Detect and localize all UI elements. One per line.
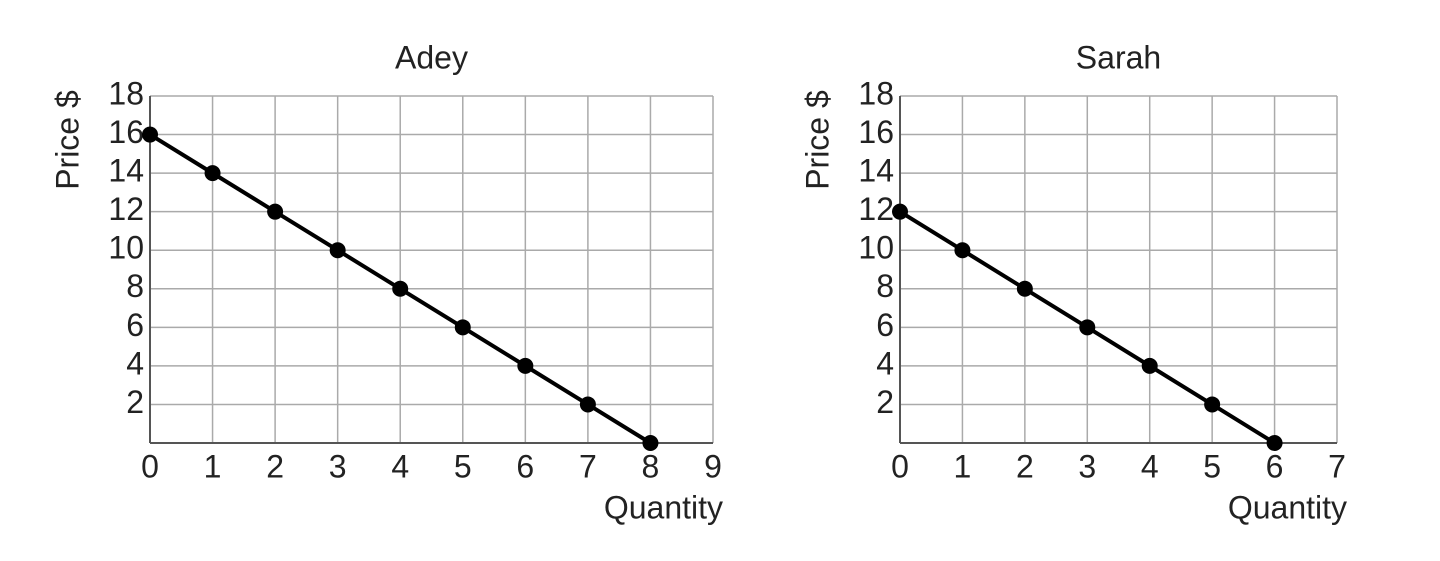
- point: [454, 319, 471, 336]
- point: [204, 165, 221, 182]
- y-tick-label: 14: [108, 153, 144, 189]
- y-tick-label: 2: [126, 384, 144, 420]
- y-axis-label: Price $: [49, 90, 85, 190]
- x-tick-label: 3: [329, 448, 347, 484]
- x-tick-label: 8: [642, 448, 660, 484]
- x-tick-label: 0: [141, 448, 159, 484]
- x-tick-label: 5: [1203, 448, 1221, 484]
- point: [1079, 319, 1096, 336]
- y-tick-label: 8: [126, 268, 144, 304]
- x-tick-label: 7: [1328, 448, 1346, 484]
- y-tick-label: 16: [108, 114, 144, 150]
- point: [1204, 396, 1221, 413]
- y-tick-label: 18: [858, 75, 894, 111]
- point: [517, 357, 534, 374]
- y-tick-label: 6: [126, 307, 144, 343]
- x-tick-label: 9: [704, 448, 722, 484]
- y-tick-label: 14: [858, 153, 894, 189]
- x-tick-label: 1: [954, 448, 972, 484]
- y-tick-label: 16: [858, 114, 894, 150]
- x-tick-label: 5: [454, 448, 472, 484]
- point: [892, 203, 908, 220]
- x-tick-label: 6: [516, 448, 534, 484]
- x-tick-label: 3: [1078, 448, 1096, 484]
- point: [142, 126, 158, 143]
- point: [392, 280, 409, 297]
- point: [954, 242, 971, 259]
- point: [329, 242, 346, 259]
- y-tick-label: 10: [108, 230, 144, 266]
- y-tick-label: 10: [858, 230, 894, 266]
- y-tick-label: 4: [876, 345, 894, 381]
- point: [267, 203, 284, 220]
- x-axis-label: Quantity: [604, 489, 723, 525]
- y-tick-label: 12: [108, 191, 144, 227]
- y-tick-label: 4: [126, 345, 144, 381]
- point: [1266, 435, 1283, 451]
- point: [579, 396, 596, 413]
- x-tick-label: 4: [1141, 448, 1159, 484]
- y-tick-label: 2: [876, 384, 894, 420]
- point: [1141, 357, 1158, 374]
- x-tick-label: 4: [391, 448, 409, 484]
- x-tick-label: 1: [204, 448, 222, 484]
- chart-title: Sarah: [1076, 39, 1161, 75]
- y-tick-label: 8: [876, 268, 894, 304]
- chart-title: Adey: [395, 39, 468, 75]
- y-tick-label: 12: [858, 191, 894, 227]
- point: [1016, 280, 1033, 297]
- y-tick-label: 6: [876, 307, 894, 343]
- x-tick-label: 2: [1016, 448, 1034, 484]
- x-tick-label: 2: [266, 448, 284, 484]
- x-tick-label: 7: [579, 448, 597, 484]
- x-axis-label: Quantity: [1228, 489, 1347, 525]
- point: [642, 435, 659, 451]
- y-axis-label: Price $: [799, 90, 835, 190]
- y-tick-label: 18: [108, 75, 144, 111]
- x-tick-label: 0: [891, 448, 909, 484]
- x-tick-label: 6: [1266, 448, 1284, 484]
